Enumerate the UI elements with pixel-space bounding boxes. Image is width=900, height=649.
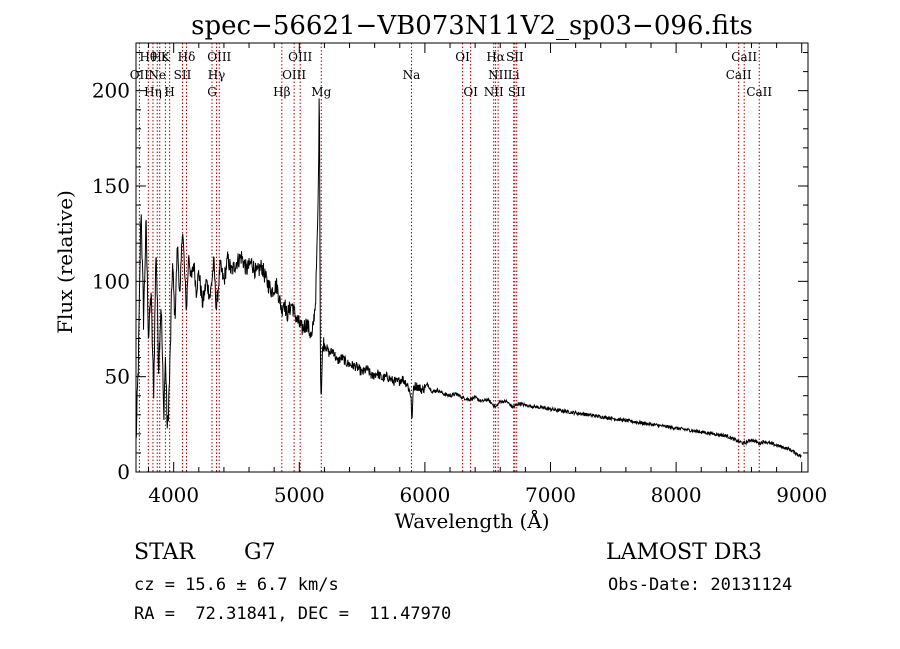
x-tick-label: 7000 [525, 483, 576, 507]
spectral-line-label: SII [508, 85, 526, 99]
x-tick-label: 8000 [651, 483, 702, 507]
spectral-line-label: Hη [144, 85, 162, 99]
x-tick-label: 4000 [148, 483, 199, 507]
spectral-line-label: OI [455, 50, 470, 64]
y-axis-label: Flux (relative) [53, 190, 77, 334]
spectral-line-label: Mg [311, 85, 331, 99]
spectral-line-label: NII [488, 68, 508, 82]
x-tick-label: 9000 [776, 483, 827, 507]
spectral-line-label: Hα [486, 50, 505, 64]
x-tick-label: 5000 [274, 483, 325, 507]
x-axis-label: Wavelength (Å) [394, 508, 549, 533]
axis-ticks: 4000 5000 6000 7000 8000 9000 0 50 100 150 200 [92, 43, 827, 507]
spectral-line-label: Hβ [273, 85, 290, 99]
spectral-line-label: Hε [151, 50, 168, 64]
obs-date-text: Obs-Date: 20131124 [608, 575, 793, 595]
spectral-line-label: K [161, 50, 171, 64]
spectral-line-label: CaII [726, 68, 752, 82]
y-tick-label: 200 [92, 79, 130, 103]
spectral-line-label: Li [508, 68, 520, 82]
spectral-line-label: OIII [282, 68, 306, 82]
survey-label: LAMOST DR3 [606, 540, 762, 565]
spectral-line-label: SII [174, 68, 192, 82]
spectral-line-label: OI [463, 85, 478, 99]
subclass-label: G7 [244, 540, 276, 565]
spectral-line-label: G [207, 85, 217, 99]
spectral-line-label: OIII [288, 50, 312, 64]
spectral-line-label: SII [506, 50, 524, 64]
spectral-line-label: CaII [731, 50, 757, 64]
spectral-line-label: Hγ [208, 68, 226, 82]
spectral-line-label: Ne [148, 68, 166, 82]
spectrum-line [135, 98, 802, 459]
y-tick-label: 50 [105, 365, 130, 389]
coordinates-text: RA = 72.31841, DEC = 11.47970 [134, 604, 452, 624]
spectral-line-label: NII [484, 85, 504, 99]
y-tick-label: 100 [92, 269, 130, 293]
spectral-line-label: OII [130, 68, 150, 82]
redshift-text: cz = 15.6 ± 6.7 km/s [134, 575, 339, 595]
y-tick-label: 0 [117, 460, 130, 484]
x-tick-label: 6000 [399, 483, 450, 507]
spectral-line-label: CaII [746, 85, 772, 99]
spectral-line-markers [138, 43, 760, 472]
classification-label: STAR [134, 540, 195, 565]
spectral-line-label: H [164, 85, 174, 99]
chart-title: spec−56621−VB073N11V2_sp03−096.fits [191, 11, 753, 41]
spectral-line-label: Hθ [139, 50, 157, 64]
spectral-line-label: OIII [207, 50, 231, 64]
spectral-line-label: Hδ [178, 50, 196, 64]
spectral-line-label: Na [403, 68, 421, 82]
y-tick-label: 150 [92, 174, 130, 198]
plot-frame [135, 42, 809, 473]
